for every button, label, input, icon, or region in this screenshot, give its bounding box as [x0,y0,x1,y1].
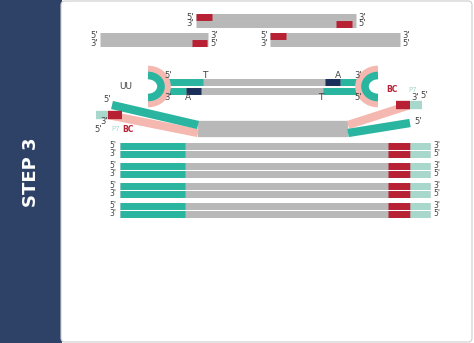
Text: A: A [185,94,191,103]
Text: 5': 5' [434,169,440,178]
Text: 3': 3' [434,181,440,190]
Text: P7: P7 [409,87,417,93]
Text: 3': 3' [260,38,268,47]
Text: 5': 5' [210,38,218,47]
Text: 3': 3' [434,201,440,211]
Text: 5': 5' [354,94,362,103]
Text: 3': 3' [411,93,419,102]
Text: 3': 3' [210,32,218,40]
Text: 3': 3' [354,71,362,80]
Text: 3': 3' [109,150,117,158]
Text: 3': 3' [164,94,172,103]
Text: BC: BC [386,85,398,95]
Text: 5': 5' [402,38,410,47]
Text: 3': 3' [109,210,117,218]
Text: 5': 5' [434,150,440,158]
Text: STEP 3: STEP 3 [22,137,40,207]
Text: 5': 5' [420,91,428,99]
FancyBboxPatch shape [61,1,472,342]
Bar [0,0,62,343]
Text: 5': 5' [109,162,117,170]
Text: 3': 3' [90,38,98,47]
Text: 3': 3' [434,162,440,170]
Text: 5': 5' [414,117,422,126]
Text: 5': 5' [94,125,102,133]
Text: 5': 5' [90,32,98,40]
Text: 5': 5' [109,201,117,211]
Text: 3': 3' [186,20,194,28]
Text: 5': 5' [434,210,440,218]
Text: 5': 5' [103,95,111,104]
Text: 5': 5' [109,181,117,190]
Text: 5': 5' [109,142,117,151]
Text: 5': 5' [164,71,172,80]
Text: 5': 5' [434,189,440,199]
Text: P7: P7 [112,126,120,132]
Text: T: T [319,94,324,103]
Text: UU: UU [119,82,133,91]
Text: T: T [202,71,208,80]
Text: 3': 3' [358,12,366,22]
Text: 3': 3' [109,169,117,178]
Text: BC: BC [122,125,134,133]
Text: 3': 3' [109,189,117,199]
Text: 5': 5' [260,32,268,40]
Text: 3': 3' [402,32,410,40]
Text: 5': 5' [358,20,366,28]
Text: 5': 5' [186,12,194,22]
Text: 3': 3' [434,142,440,151]
Text: A: A [335,71,341,80]
Text: 3': 3' [100,118,108,127]
